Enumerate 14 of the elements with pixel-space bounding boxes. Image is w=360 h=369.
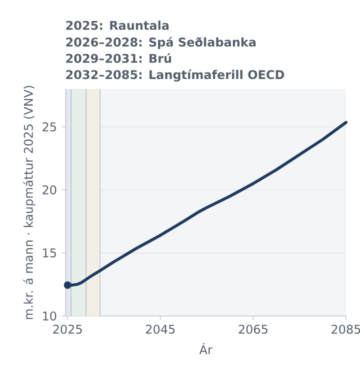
x-tick-label: 2025 (53, 324, 82, 334)
x-axis-title: Ár (199, 342, 212, 354)
text: 2025: Rauntala (66, 20, 169, 30)
text: 2029–2031: Brú (66, 53, 172, 63)
y-tick-label: 15 (43, 248, 56, 258)
x-tick-label: 2045 (146, 324, 175, 334)
x-tick-label: 2065 (238, 324, 268, 334)
x-tick-label: 2085 (332, 324, 360, 334)
text: 2026–2028: Spá Seðlabanka (66, 36, 256, 49)
y-tick-label: 25 (42, 122, 56, 132)
y-tick-label: 10 (43, 311, 56, 321)
y-tick-label: 20 (42, 185, 56, 194)
y-axis-title: m.kr. á mann · kaupmáttur 2025 (VNV) (23, 86, 36, 320)
text: 2032–2085: Langtímaferill OECD (66, 69, 284, 82)
